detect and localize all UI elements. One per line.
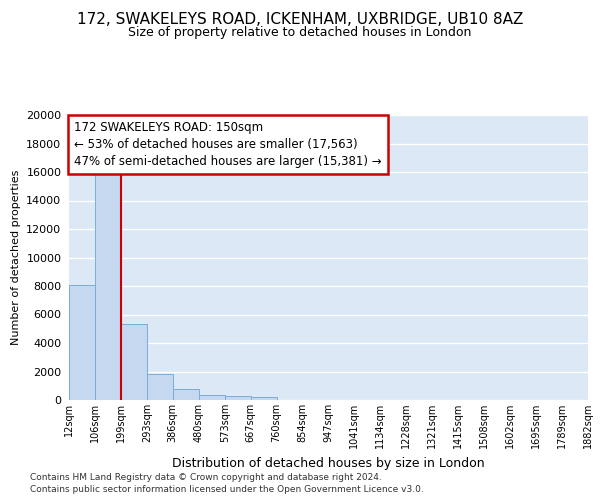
Bar [121,324,147,400]
Bar [95,165,121,400]
Text: Contains HM Land Registry data © Crown copyright and database right 2024.: Contains HM Land Registry data © Crown c… [30,472,382,482]
Text: Contains public sector information licensed under the Open Government Licence v3: Contains public sector information licen… [30,485,424,494]
Text: 172 SWAKELEYS ROAD: 150sqm
← 53% of detached houses are smaller (17,563)
47% of : 172 SWAKELEYS ROAD: 150sqm ← 53% of deta… [74,120,382,168]
Bar [69,284,95,400]
Bar [225,396,251,400]
Bar [147,374,173,400]
Y-axis label: Number of detached properties: Number of detached properties [11,170,20,345]
Text: Size of property relative to detached houses in London: Size of property relative to detached ho… [128,26,472,39]
Bar [199,395,224,400]
X-axis label: Distribution of detached houses by size in London: Distribution of detached houses by size … [172,456,485,469]
Text: 172, SWAKELEYS ROAD, ICKENHAM, UXBRIDGE, UB10 8AZ: 172, SWAKELEYS ROAD, ICKENHAM, UXBRIDGE,… [77,12,523,28]
Bar [173,390,199,400]
Bar [251,397,277,400]
